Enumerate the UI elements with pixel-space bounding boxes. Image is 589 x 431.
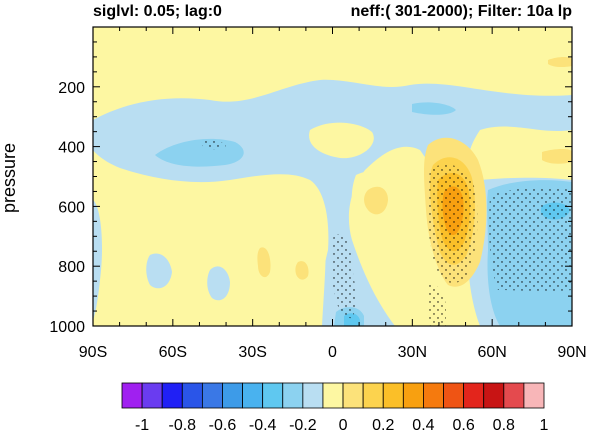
colorbar-swatch [443, 382, 465, 409]
x-tick-label: 0 [328, 344, 337, 361]
positive-patch-sh-lower-2 [295, 261, 309, 280]
positive-patch-equatorial [364, 186, 388, 215]
x-tick-label: 60N [477, 344, 506, 361]
significance-stipple-sh [200, 139, 226, 150]
colorbar-label: 0.6 [452, 417, 474, 431]
colorbar-swatch [362, 382, 384, 409]
negative-pocket-sh-lower-2 [207, 266, 230, 301]
positive-patch-sh-lower [257, 247, 271, 278]
y-axis-label: pressure [0, 143, 19, 213]
positive-patch-top-right [548, 57, 572, 68]
significance-stipple-equatorial [331, 234, 357, 319]
colorbar-label: 0.2 [372, 417, 394, 431]
x-tick-label: 60S [159, 344, 187, 361]
x-axis: 90S 60S 30S 0 30N 60N 90N [79, 27, 587, 361]
colorbar-swatch [342, 382, 364, 409]
colorbar-label: 0 [339, 417, 348, 431]
colorbar-swatch [322, 382, 344, 409]
colorbar-swatch [503, 382, 525, 409]
colorbar-swatch [242, 382, 264, 409]
colorbar-swatch [402, 382, 424, 409]
y-tick-label: 1000 [49, 319, 85, 336]
positive-cell-0 [309, 122, 374, 159]
colorbar-label: -0.4 [249, 417, 277, 431]
significance-stipple-arctic [489, 187, 572, 291]
contour-fill-area [93, 27, 572, 326]
significance-stipple-nh [427, 164, 478, 284]
colorbar-swatch [201, 382, 223, 409]
colorbar-swatch [483, 382, 505, 409]
positive-cell-2 [237, 179, 326, 326]
colorbar-swatch [262, 382, 284, 409]
positive-cell-1 [93, 187, 240, 326]
colorbar-swatch [523, 382, 545, 409]
negative-pocket-sh-lower [146, 253, 172, 289]
y-axis: 200 400 600 800 1000 [49, 26, 572, 336]
colorbar-label: -1 [135, 417, 149, 431]
colorbar-label: -0.8 [168, 417, 196, 431]
colorbar-swatch [423, 382, 444, 409]
colorbar-label: -0.2 [289, 417, 317, 431]
colorbar-swatch [121, 382, 143, 409]
header-right-text: neff:( 301-2000); Filter: 10a lp [351, 3, 573, 20]
header-left-text: siglvl: 0.05; lag:0 [93, 3, 222, 20]
colorbar-swatch [222, 382, 243, 409]
x-tick-label: 90N [557, 344, 586, 361]
y-tick-label: 400 [58, 140, 85, 157]
colorbar-swatch [161, 382, 183, 409]
colorbar-swatch [282, 382, 304, 409]
negative-pocket-south [93, 200, 103, 320]
positive-cell-3 [351, 171, 404, 263]
y-tick-label: 800 [58, 259, 85, 276]
x-tick-label: 90S [79, 344, 107, 361]
y-tick-label: 200 [58, 80, 85, 97]
colorbar-swatch [382, 382, 404, 409]
colorbar-label: 1 [540, 417, 549, 431]
colorbar-swatch [463, 382, 485, 409]
colorbar-label: 0.8 [493, 417, 515, 431]
colorbar-swatch [181, 382, 203, 409]
significance-stipple-midlat-low [427, 283, 446, 326]
colorbar: -1 -0.8 -0.6 -0.4 -0.2 0 0.2 0.4 0.6 0.8 1 [121, 382, 549, 431]
colorbar-label: 0.4 [412, 417, 434, 431]
colorbar-label: -0.6 [209, 417, 237, 431]
y-tick-label: 600 [58, 199, 85, 216]
weak-negative-patch-upper-right [412, 102, 456, 115]
colorbar-swatch [141, 382, 163, 409]
positive-patch-upper-right [542, 149, 572, 164]
x-tick-label: 30N [398, 344, 427, 361]
x-tick-label: 30S [238, 344, 266, 361]
colorbar-swatch [302, 382, 324, 409]
